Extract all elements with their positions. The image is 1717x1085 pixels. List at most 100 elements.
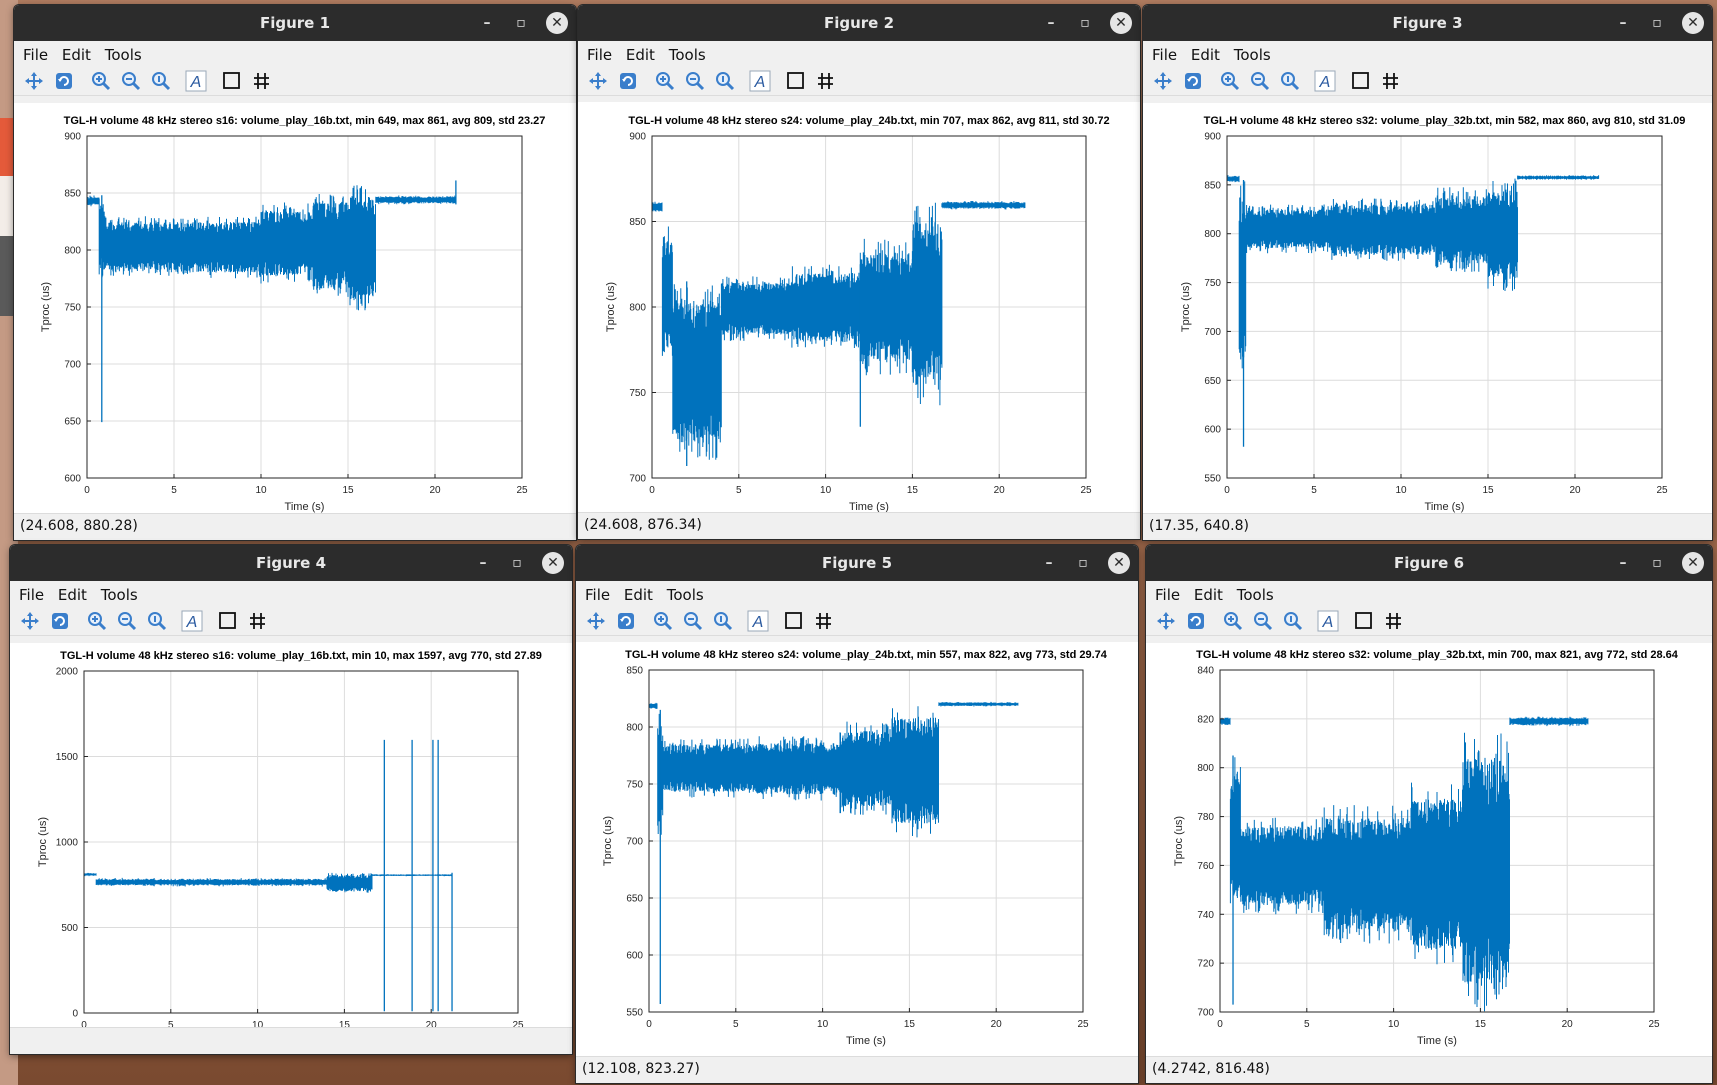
plot-area[interactable]: TGL-H volume 48 kHz stereo s32: volume_p… [1143, 103, 1712, 513]
box-toggle-icon[interactable] [782, 610, 806, 632]
plot-area[interactable]: TGL-H volume 48 kHz stereo s24: volume_p… [578, 102, 1140, 512]
zoom-in-icon[interactable] [651, 610, 675, 632]
figure-window-1[interactable]: Figure 1 – ▫ ✕ File Edit Tools [14, 5, 576, 540]
menu-file[interactable]: File [1155, 586, 1181, 604]
grid-toggle-icon[interactable] [814, 70, 838, 92]
maximize-button[interactable]: ▫ [516, 15, 526, 31]
window-titlebar[interactable]: Figure 4 – ▫ ✕ [10, 545, 572, 581]
maximize-button[interactable]: ▫ [1652, 15, 1662, 31]
box-toggle-icon[interactable] [1349, 70, 1373, 92]
chart-svg[interactable]: TGL-H volume 48 kHz stereo s24: volume_p… [576, 642, 1138, 1056]
close-button[interactable]: ✕ [1682, 552, 1704, 574]
menu-edit[interactable]: Edit [57, 586, 87, 604]
menu-file[interactable]: File [1152, 46, 1178, 64]
pan-icon[interactable] [1154, 610, 1178, 632]
box-toggle-icon[interactable] [1352, 610, 1376, 632]
desktop-file-icon-2[interactable] [0, 236, 18, 316]
text-tool-icon[interactable]: A [184, 70, 208, 92]
zoom-out-icon[interactable] [115, 610, 139, 632]
window-titlebar[interactable]: Figure 6 – ▫ ✕ [1146, 545, 1712, 581]
figure-window-5[interactable]: Figure 5 – ▫ ✕ File Edit Tools [576, 545, 1138, 1083]
zoom-out-icon[interactable] [681, 610, 705, 632]
zoom-in-icon[interactable] [1218, 70, 1242, 92]
minimize-button[interactable]: – [1047, 15, 1055, 31]
chart-svg[interactable]: TGL-H volume 48 kHz stereo s16: volume_p… [14, 103, 576, 513]
close-button[interactable]: ✕ [542, 552, 564, 574]
plot-area[interactable]: TGL-H volume 48 kHz stereo s16: volume_p… [14, 103, 576, 513]
grid-toggle-icon[interactable] [1382, 610, 1406, 632]
figure-window-2[interactable]: Figure 2 – ▫ ✕ File Edit Tools [578, 5, 1140, 539]
text-tool-icon[interactable]: A [1316, 610, 1340, 632]
window-titlebar[interactable]: Figure 3 – ▫ ✕ [1143, 5, 1712, 41]
text-tool-icon[interactable]: A [746, 610, 770, 632]
grid-toggle-icon[interactable] [1379, 70, 1403, 92]
rotate-icon[interactable] [1181, 70, 1205, 92]
zoom-reset-icon[interactable] [713, 70, 737, 92]
zoom-reset-icon[interactable] [711, 610, 735, 632]
zoom-reset-icon[interactable] [1281, 610, 1305, 632]
menu-edit[interactable]: Edit [1193, 586, 1223, 604]
window-titlebar[interactable]: Figure 1 – ▫ ✕ [14, 5, 576, 41]
grid-toggle-icon[interactable] [812, 610, 836, 632]
pan-icon[interactable] [1151, 70, 1175, 92]
menu-tools[interactable]: Tools [668, 46, 706, 64]
close-button[interactable]: ✕ [1108, 552, 1130, 574]
menu-file[interactable]: File [23, 46, 49, 64]
zoom-out-icon[interactable] [683, 70, 707, 92]
window-titlebar[interactable]: Figure 2 – ▫ ✕ [578, 5, 1140, 41]
figure-window-6[interactable]: Figure 6 – ▫ ✕ File Edit Tools [1146, 545, 1712, 1083]
plot-area[interactable]: TGL-H volume 48 kHz stereo s24: volume_p… [576, 642, 1138, 1056]
pan-icon[interactable] [584, 610, 608, 632]
menu-edit[interactable]: Edit [623, 586, 653, 604]
close-button[interactable]: ✕ [1110, 12, 1132, 34]
zoom-in-icon[interactable] [653, 70, 677, 92]
zoom-in-icon[interactable] [85, 610, 109, 632]
zoom-reset-icon[interactable] [149, 70, 173, 92]
pan-icon[interactable] [586, 70, 610, 92]
zoom-out-icon[interactable] [1251, 610, 1275, 632]
figure-window-3[interactable]: Figure 3 – ▫ ✕ File Edit Tools [1143, 5, 1712, 540]
desktop-file-icon[interactable] [0, 176, 18, 236]
menu-file[interactable]: File [19, 586, 45, 604]
plot-area[interactable]: TGL-H volume 48 kHz stereo s16: volume_p… [10, 643, 572, 1027]
box-toggle-icon[interactable] [220, 70, 244, 92]
chart-svg[interactable]: TGL-H volume 48 kHz stereo s32: volume_p… [1143, 103, 1712, 513]
minimize-button[interactable]: – [483, 15, 491, 31]
text-tool-icon[interactable]: A [1313, 70, 1337, 92]
zoom-in-icon[interactable] [1221, 610, 1245, 632]
pan-icon[interactable] [22, 70, 46, 92]
figure-window-4[interactable]: Figure 4 – ▫ ✕ File Edit Tools [10, 545, 572, 1054]
box-toggle-icon[interactable] [216, 610, 240, 632]
maximize-button[interactable]: ▫ [1652, 555, 1662, 571]
minimize-button[interactable]: – [1619, 15, 1627, 31]
text-tool-icon[interactable]: A [748, 70, 772, 92]
minimize-button[interactable]: – [479, 555, 487, 571]
menu-file[interactable]: File [587, 46, 613, 64]
menu-tools[interactable]: Tools [1233, 46, 1271, 64]
menu-tools[interactable]: Tools [104, 46, 142, 64]
maximize-button[interactable]: ▫ [1080, 15, 1090, 31]
chart-svg[interactable]: TGL-H volume 48 kHz stereo s16: volume_p… [10, 643, 572, 1027]
menu-tools[interactable]: Tools [1236, 586, 1274, 604]
rotate-icon[interactable] [52, 70, 76, 92]
maximize-button[interactable]: ▫ [512, 555, 522, 571]
rotate-icon[interactable] [616, 70, 640, 92]
chart-svg[interactable]: TGL-H volume 48 kHz stereo s32: volume_p… [1146, 643, 1712, 1056]
desktop-app-icon[interactable] [0, 118, 18, 176]
menu-edit[interactable]: Edit [625, 46, 655, 64]
close-button[interactable]: ✕ [546, 12, 568, 34]
box-toggle-icon[interactable] [784, 70, 808, 92]
menu-tools[interactable]: Tools [100, 586, 138, 604]
plot-area[interactable]: TGL-H volume 48 kHz stereo s32: volume_p… [1146, 643, 1712, 1056]
zoom-reset-icon[interactable] [145, 610, 169, 632]
rotate-icon[interactable] [1184, 610, 1208, 632]
grid-toggle-icon[interactable] [246, 610, 270, 632]
grid-toggle-icon[interactable] [250, 70, 274, 92]
zoom-reset-icon[interactable] [1278, 70, 1302, 92]
minimize-button[interactable]: – [1619, 555, 1627, 571]
menu-file[interactable]: File [585, 586, 611, 604]
rotate-icon[interactable] [48, 610, 72, 632]
chart-svg[interactable]: TGL-H volume 48 kHz stereo s24: volume_p… [578, 102, 1140, 512]
minimize-button[interactable]: – [1045, 555, 1053, 571]
menu-edit[interactable]: Edit [61, 46, 91, 64]
